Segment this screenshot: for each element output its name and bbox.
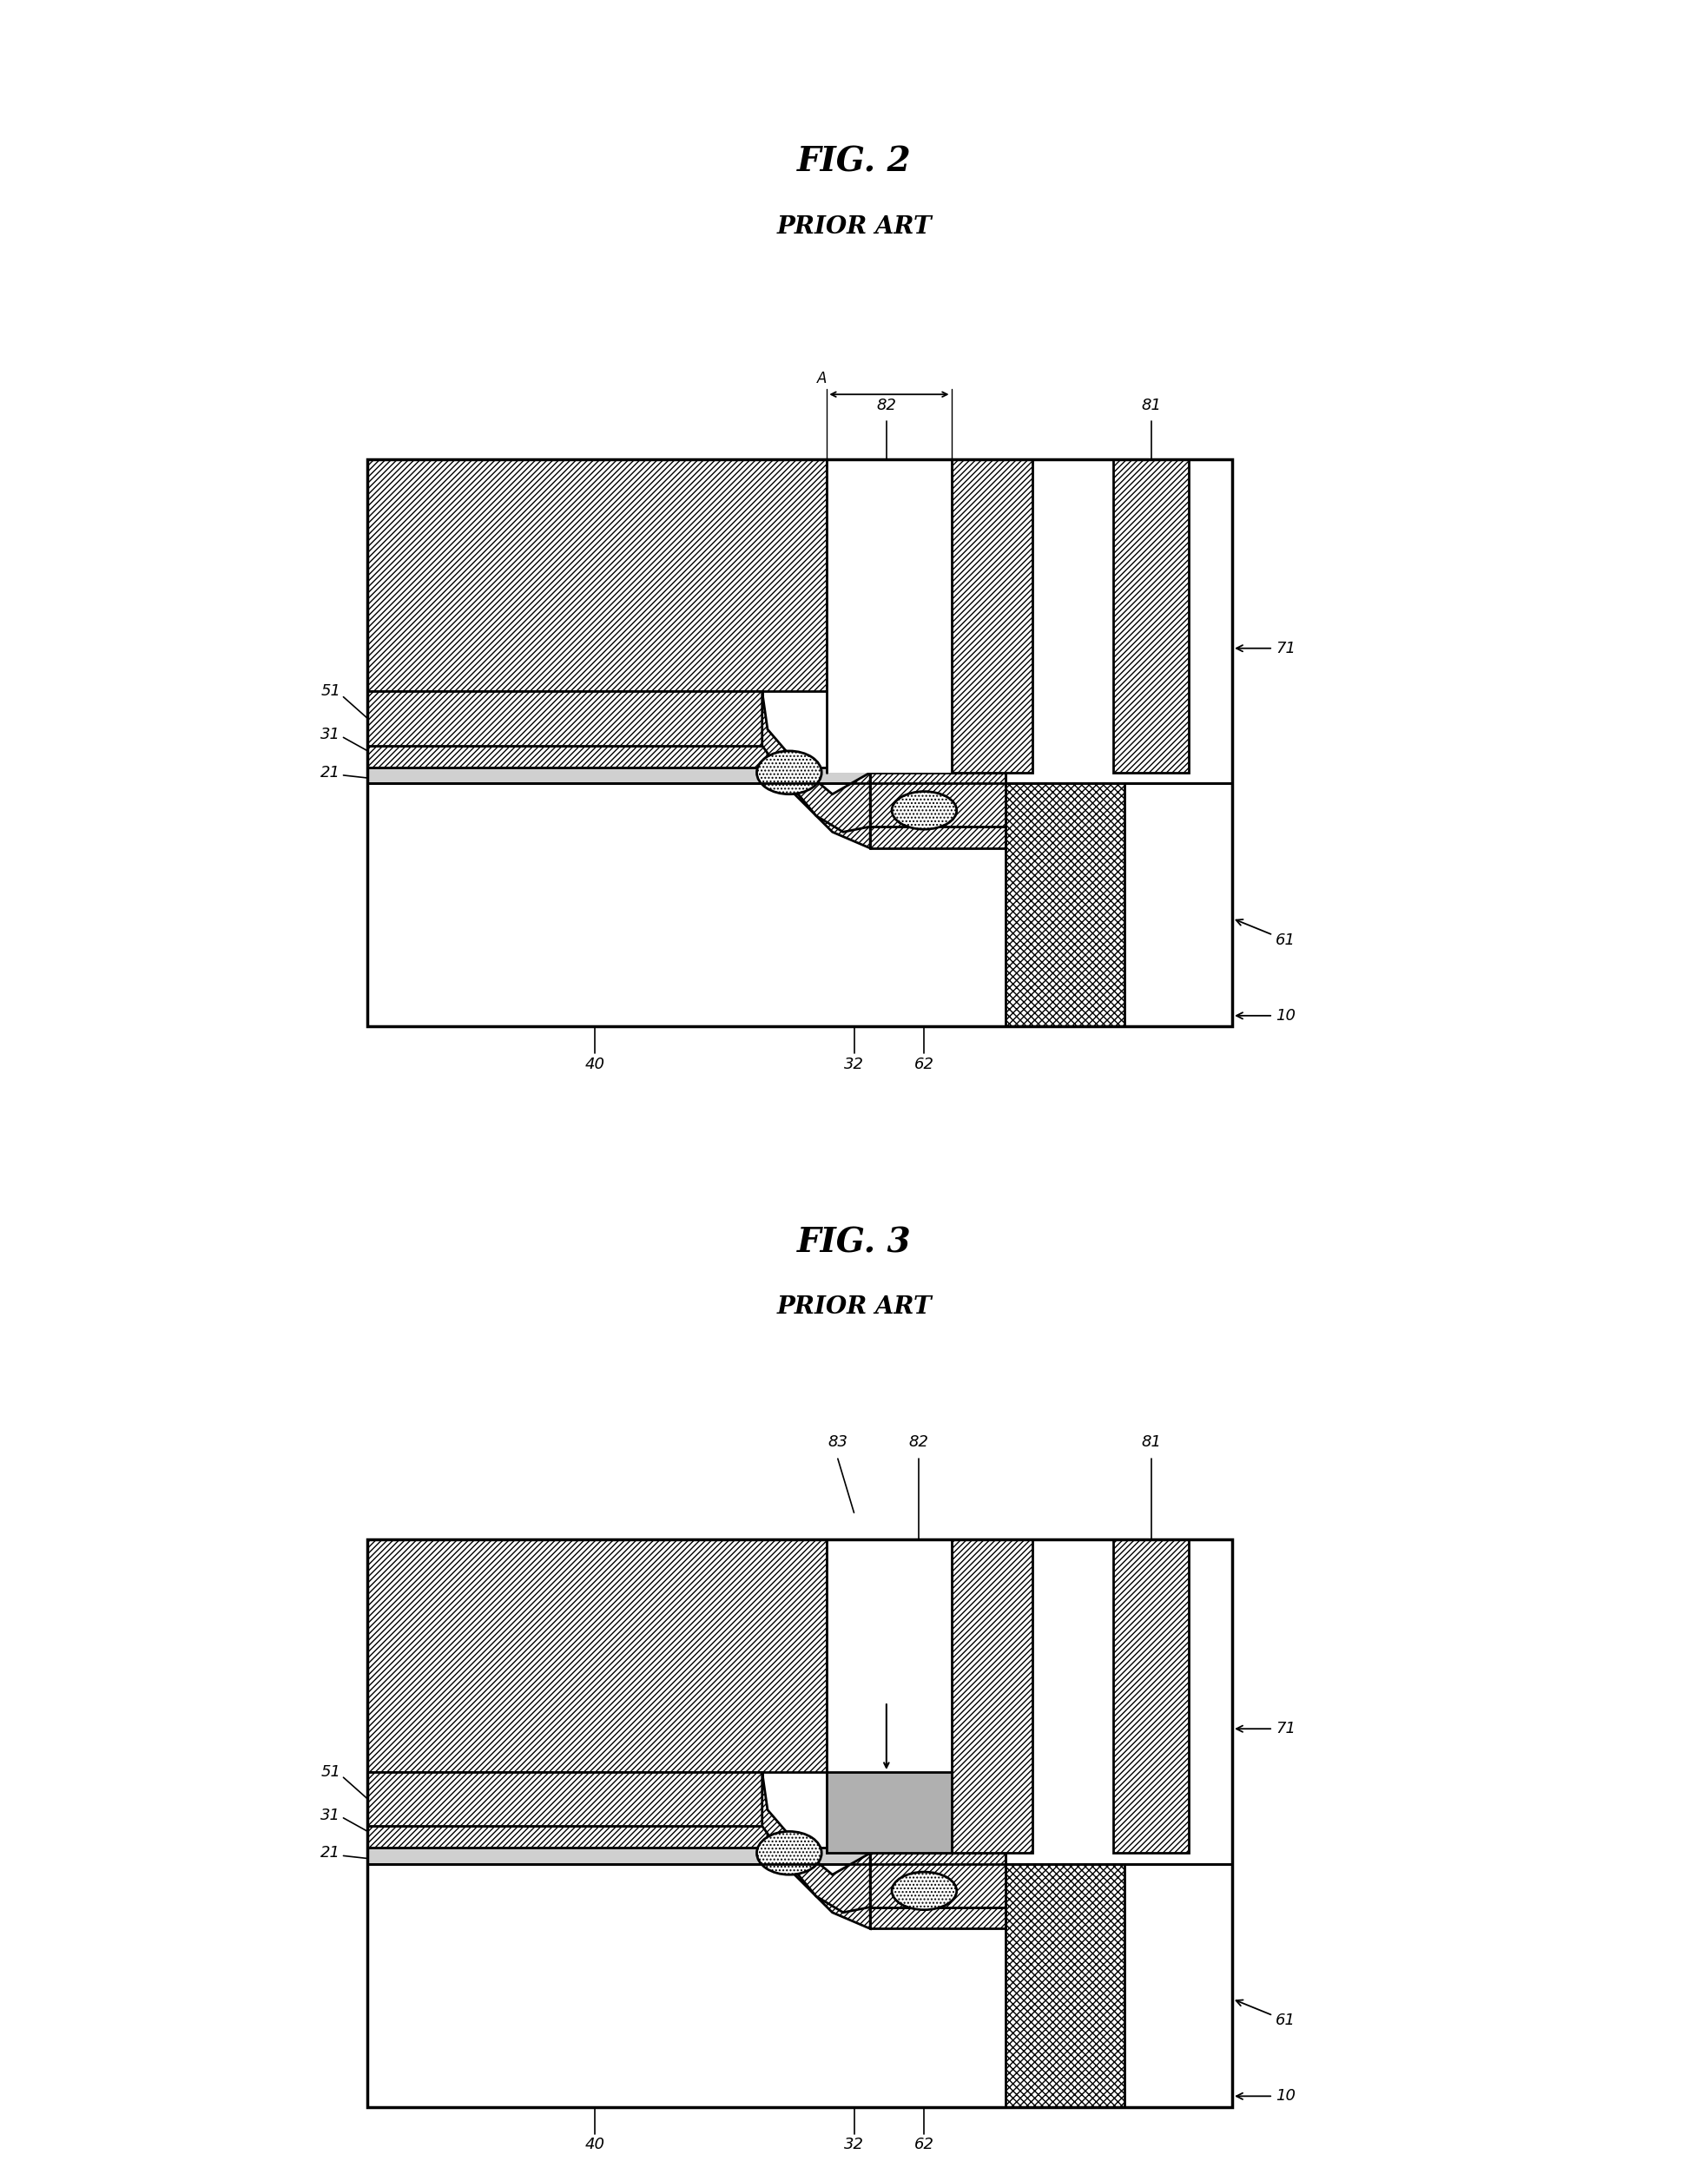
Polygon shape xyxy=(762,1772,869,1912)
Text: 31: 31 xyxy=(321,1807,340,1824)
Bar xyxy=(1006,784,1124,1026)
Text: 81: 81 xyxy=(1141,398,1161,413)
Bar xyxy=(367,1826,767,1848)
Text: 31: 31 xyxy=(321,726,340,743)
Bar xyxy=(827,1772,951,1854)
Text: 61: 61 xyxy=(1237,1999,1295,2029)
Text: 51: 51 xyxy=(321,683,340,700)
Bar xyxy=(367,1772,762,1826)
Text: 10: 10 xyxy=(1237,2088,1295,2105)
Text: 32: 32 xyxy=(844,2137,864,2152)
Polygon shape xyxy=(767,746,869,847)
Text: 82: 82 xyxy=(876,398,897,413)
Text: FIG. 2: FIG. 2 xyxy=(798,145,910,179)
Text: 71: 71 xyxy=(1237,640,1295,657)
Bar xyxy=(367,1539,827,1772)
Text: 21: 21 xyxy=(321,765,340,780)
Text: PRIOR ART: PRIOR ART xyxy=(777,1297,931,1318)
Text: 71: 71 xyxy=(1237,1720,1295,1737)
Text: PRIOR ART: PRIOR ART xyxy=(777,216,931,238)
Text: A: A xyxy=(816,370,827,387)
Bar xyxy=(367,1848,1006,1863)
Bar xyxy=(367,784,1231,1026)
Ellipse shape xyxy=(757,1833,822,1874)
Polygon shape xyxy=(767,1826,869,1928)
Text: 83: 83 xyxy=(828,1435,847,1450)
Text: 81: 81 xyxy=(1141,1435,1161,1450)
Bar xyxy=(1114,460,1189,774)
Text: 10: 10 xyxy=(1237,1007,1295,1024)
Text: 40: 40 xyxy=(584,2137,605,2152)
Bar xyxy=(367,1863,1231,2107)
Bar xyxy=(869,774,1006,828)
Bar xyxy=(951,1539,1032,1854)
Bar xyxy=(367,767,1006,784)
Text: 21: 21 xyxy=(321,1845,340,1861)
Text: 61: 61 xyxy=(1237,918,1295,949)
Bar xyxy=(951,460,1032,774)
Text: 82: 82 xyxy=(909,1435,929,1450)
Bar xyxy=(869,1854,1006,1908)
Bar xyxy=(1114,1539,1189,1854)
Text: 32: 32 xyxy=(844,1057,864,1072)
Bar xyxy=(827,460,951,774)
Bar xyxy=(367,1539,1231,2107)
Ellipse shape xyxy=(757,750,822,795)
Bar xyxy=(367,460,827,692)
Ellipse shape xyxy=(892,791,956,830)
Bar xyxy=(1006,1863,1124,2107)
Polygon shape xyxy=(762,692,869,832)
Text: FIG. 3: FIG. 3 xyxy=(798,1225,910,1260)
Bar xyxy=(367,692,762,746)
Bar xyxy=(869,826,1006,847)
Ellipse shape xyxy=(892,1871,956,1910)
Bar xyxy=(827,1539,951,1772)
Text: 51: 51 xyxy=(321,1763,340,1781)
Bar xyxy=(367,746,767,767)
Bar xyxy=(367,460,1231,1026)
Text: 62: 62 xyxy=(914,1057,934,1072)
Text: 40: 40 xyxy=(584,1057,605,1072)
Bar xyxy=(869,1908,1006,1928)
Text: 62: 62 xyxy=(914,2137,934,2152)
